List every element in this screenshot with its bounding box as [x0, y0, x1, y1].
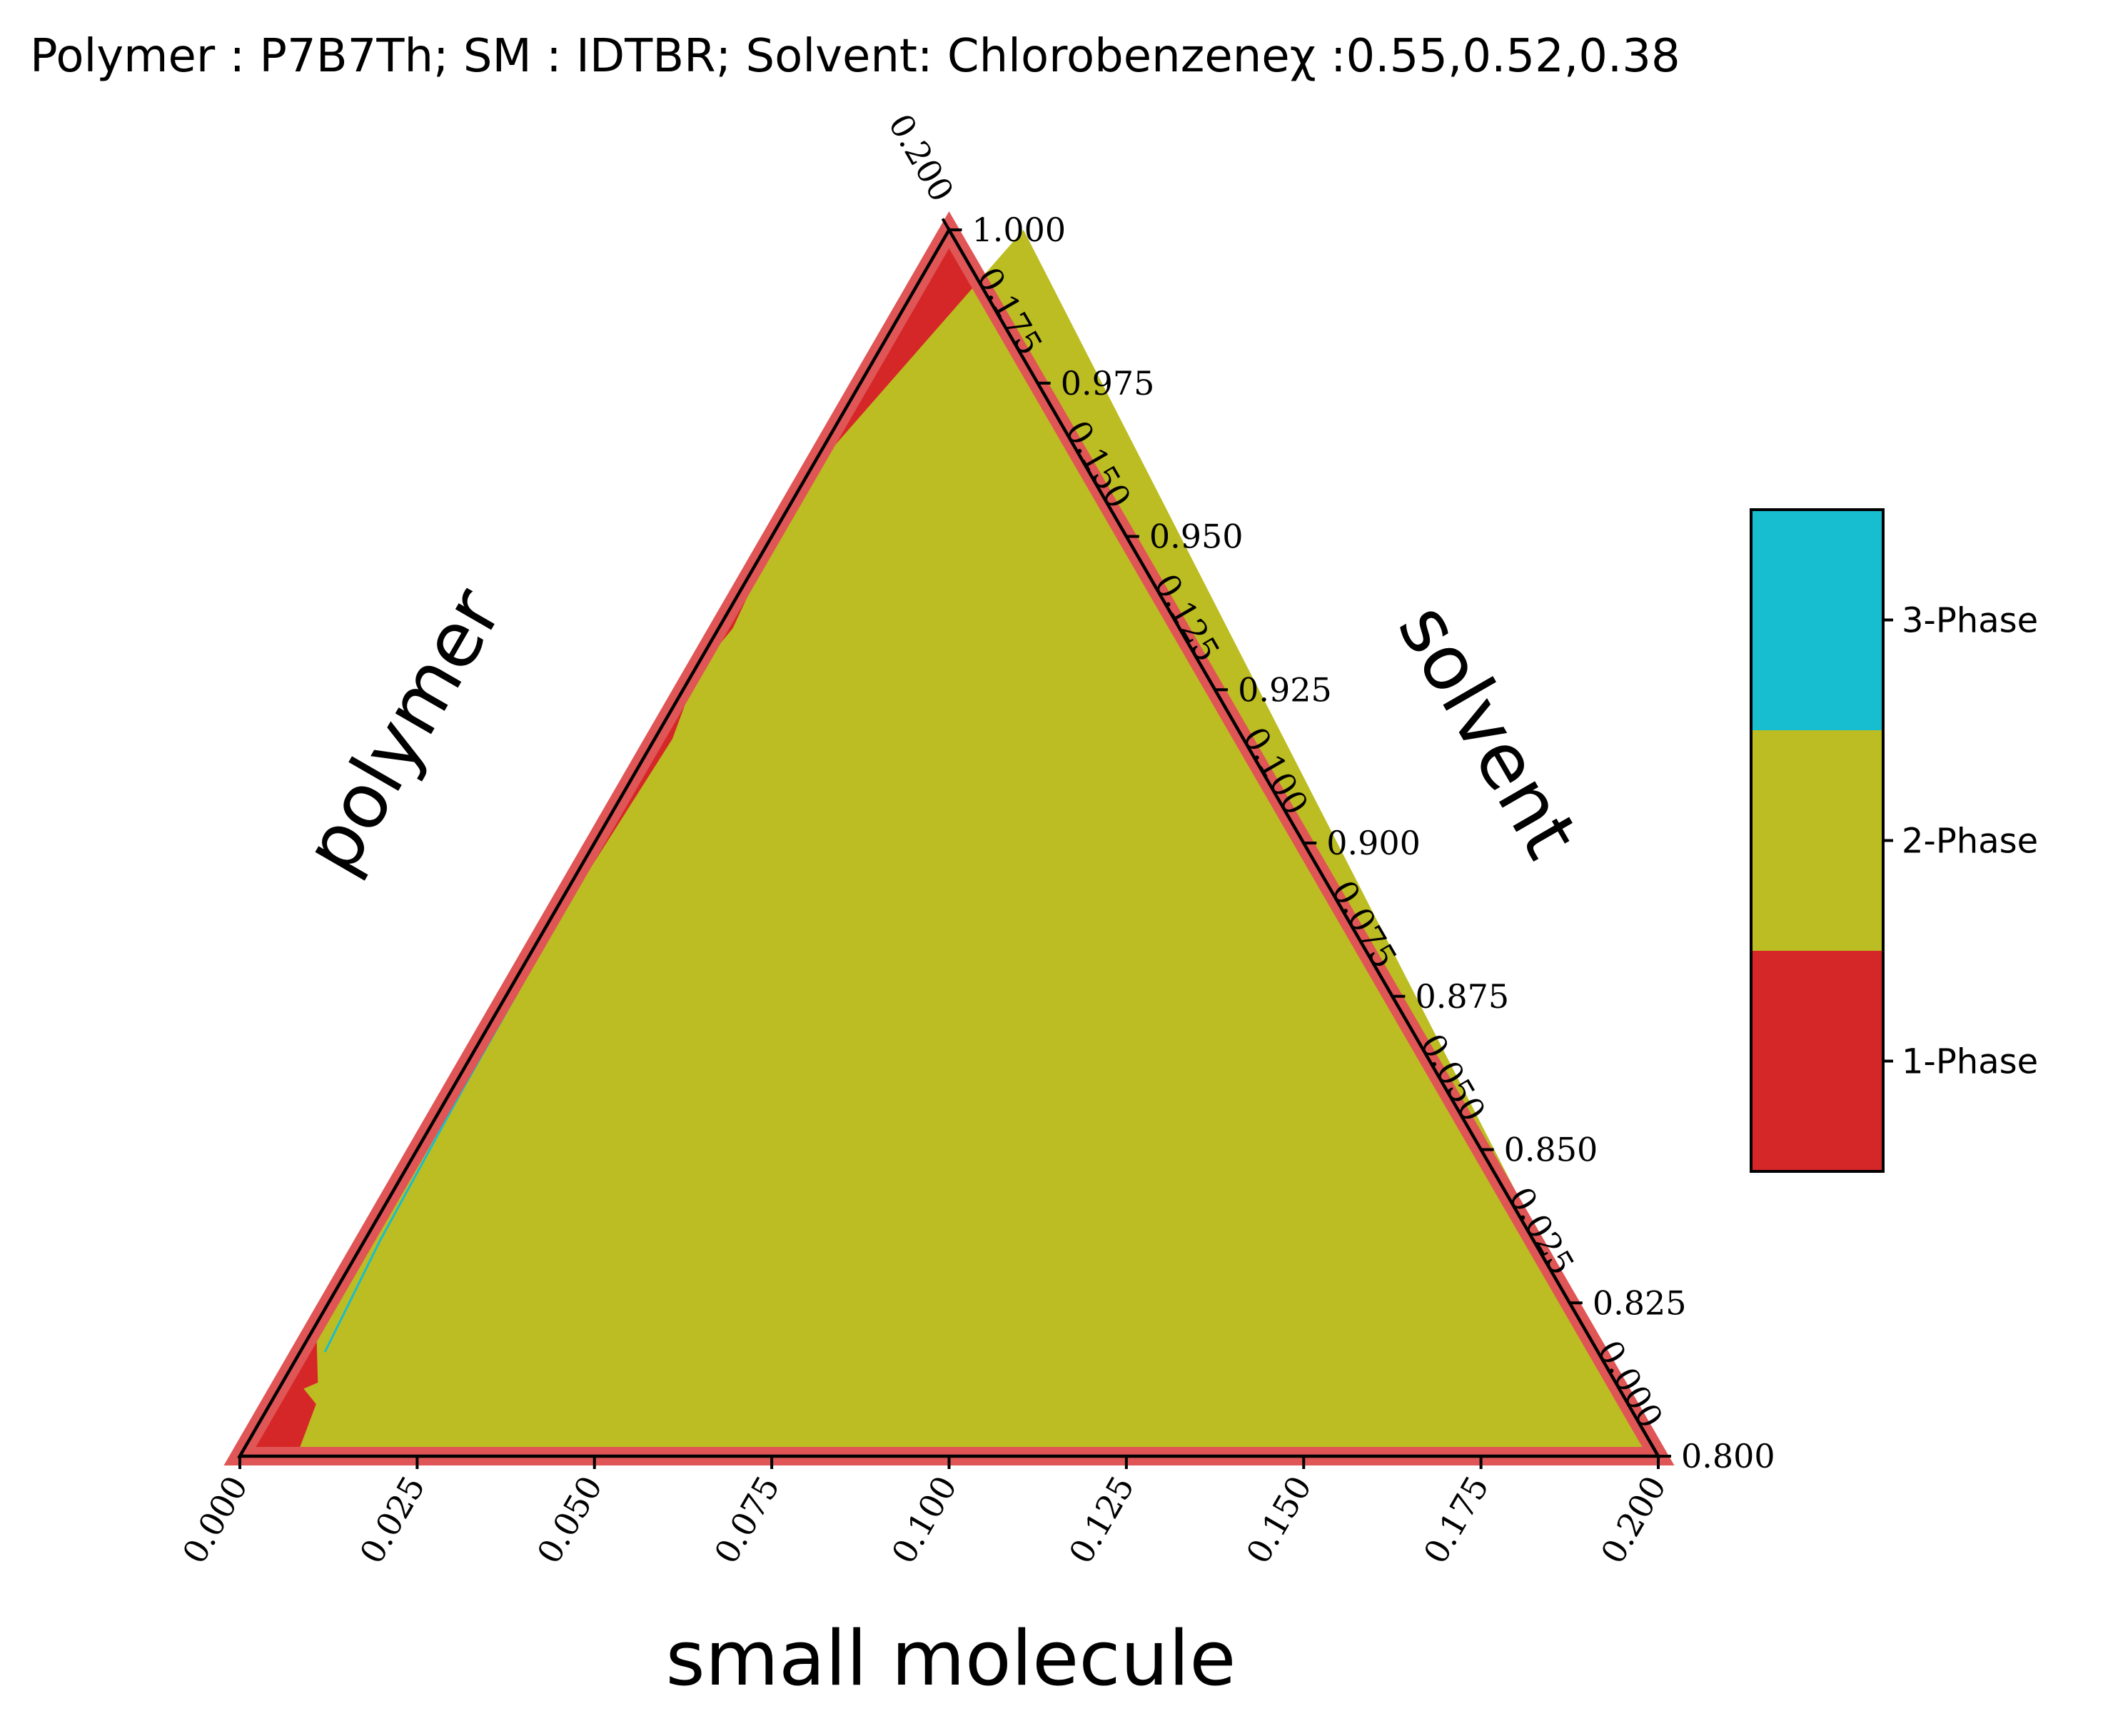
legend-swatch: [1751, 951, 1883, 1171]
tick-label: 1.000: [972, 211, 1066, 249]
phase-regions: [223, 211, 1675, 1465]
tick-mark: [1119, 524, 1128, 538]
legend-frame: [1750, 508, 1885, 1173]
legend-swatch: [1751, 510, 1883, 730]
tick-label: 0.825: [1593, 1283, 1687, 1322]
tick-label: 0.200: [881, 107, 962, 208]
tick-label: 0.075: [707, 1470, 787, 1570]
tick-label: 0.100: [884, 1470, 964, 1570]
tick-mark: [1029, 371, 1039, 384]
tick-label: 0.850: [1504, 1131, 1598, 1169]
chart-title: Polymer : P7B7Th; SM : IDTBR; Solvent: C…: [30, 30, 1680, 83]
tick-mark: [1473, 1137, 1483, 1151]
tick-mark: [1650, 1444, 1660, 1458]
solvent-axis-ticks: 1.000 0.975 0.950 0.925 0.900 0.875 0.850 0.825…: [949, 211, 1775, 1475]
tick-label: 0.900: [1326, 824, 1421, 862]
legend-label: 1-Phase: [1902, 1042, 2038, 1082]
tick-mark: [1207, 677, 1216, 691]
legend-swatch: [1751, 730, 1883, 951]
tick-mark: [1384, 984, 1394, 997]
small-molecule-axis-label: small molecule: [666, 1615, 1236, 1702]
tick-mark: [1296, 831, 1305, 844]
region-2-phase: [296, 230, 1652, 1456]
legend-label: 2-Phase: [1902, 822, 2038, 862]
small-molecule-axis-ticks: 0.000 0.025 0.050 0.075 0.100 0.125 0.150 0.175…: [175, 1456, 1674, 1570]
tick-label: 0.175: [1416, 1470, 1497, 1570]
tick-label: 0.800: [1681, 1437, 1775, 1475]
tick-label: 0.950: [1149, 518, 1244, 556]
polymer-axis-label: polymer: [287, 574, 519, 888]
tick-label: 0.125: [1061, 1470, 1142, 1570]
tick-label: 0.025: [352, 1470, 433, 1570]
legend: 3-Phase 2-Phase 1-Phase: [1750, 508, 2038, 1173]
legend-label: 3-Phase: [1902, 601, 2038, 641]
tick-label: 0.875: [1415, 977, 1509, 1016]
tick-mark: [1562, 1291, 1571, 1304]
tick-label: 0.050: [530, 1470, 610, 1570]
tick-label: 0.200: [1593, 1470, 1674, 1570]
tick-label: 0.000: [175, 1470, 256, 1570]
tick-label: 0.925: [1238, 670, 1332, 709]
tick-label: 0.150: [1239, 1470, 1319, 1570]
tick-label: 0.975: [1061, 364, 1155, 403]
tick-mark: [941, 218, 951, 231]
